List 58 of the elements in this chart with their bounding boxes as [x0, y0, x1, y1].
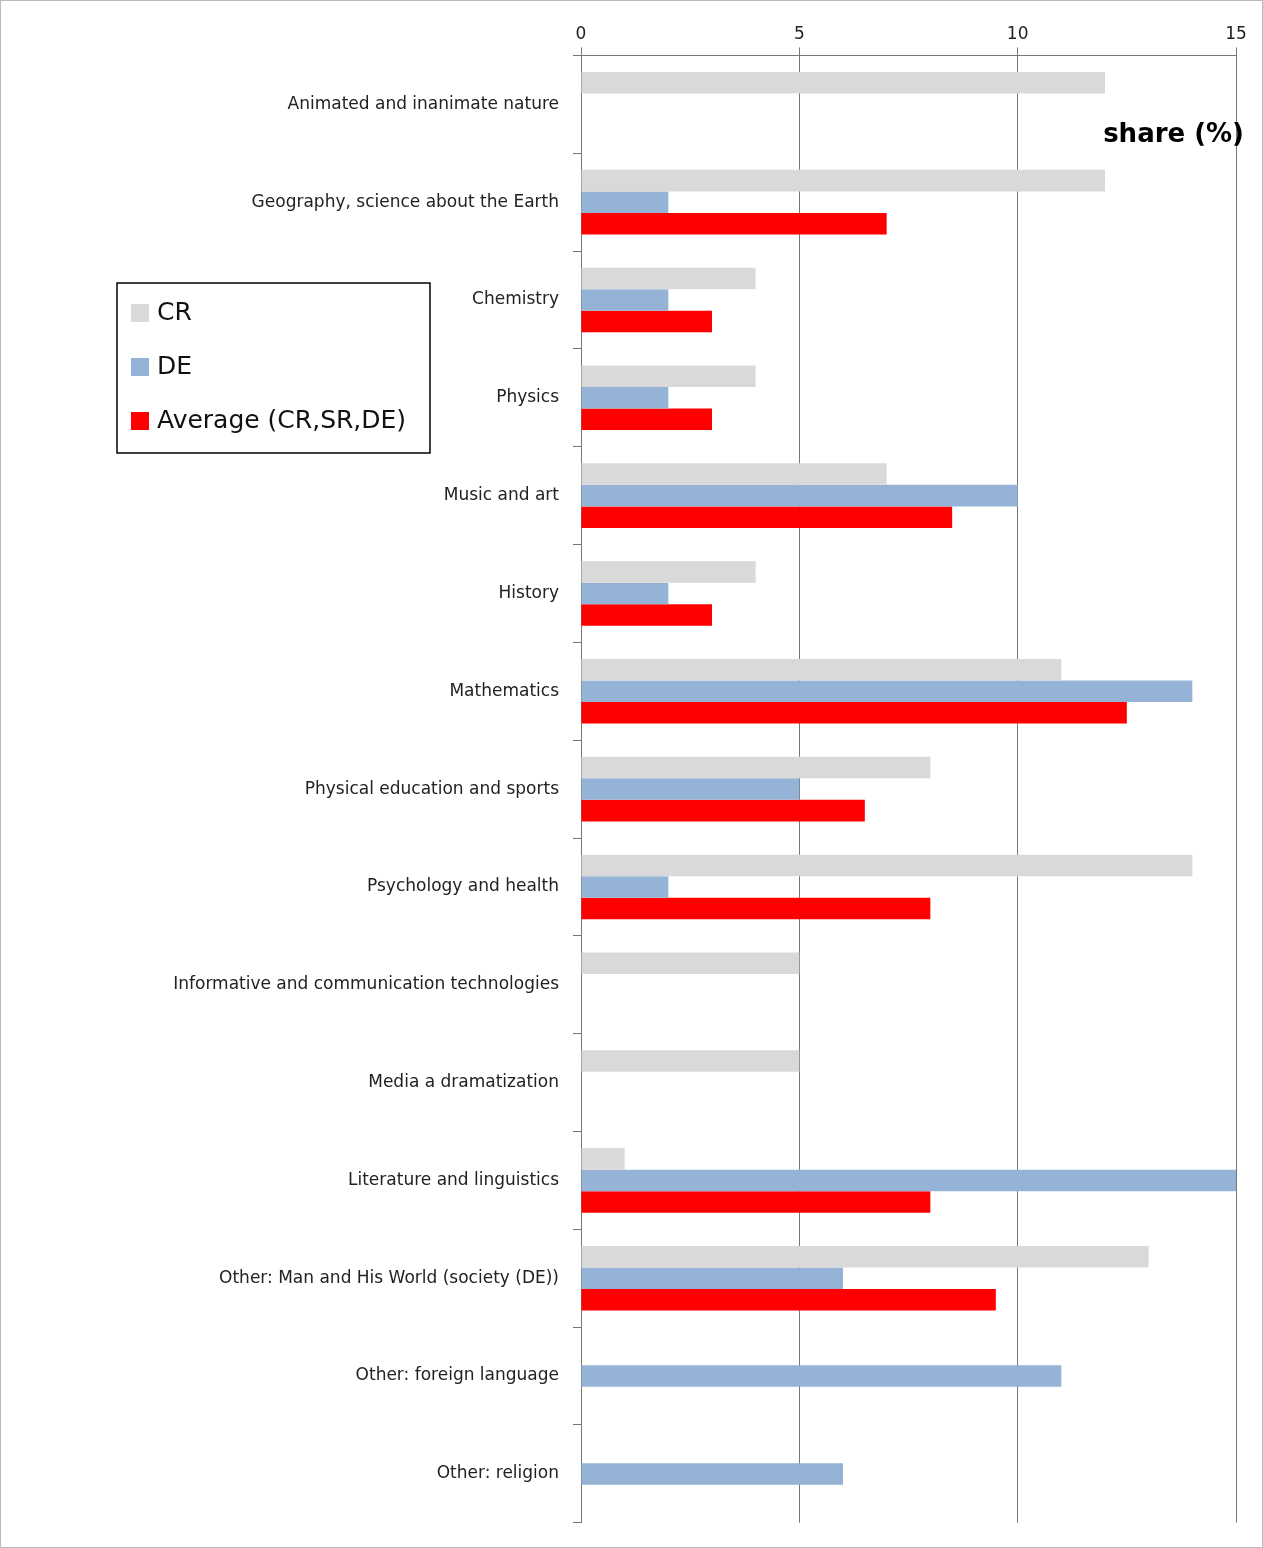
x-tick-label: 15 [1225, 22, 1247, 43]
y-tick-label: Geography, science about the Earth [251, 190, 559, 211]
bar [581, 267, 756, 290]
bar [581, 680, 1193, 703]
bar [581, 289, 669, 311]
bar [581, 778, 800, 800]
y-tick-label: History [498, 581, 559, 602]
bar [581, 702, 1127, 724]
y-tick-label: Psychology and health [367, 875, 559, 896]
bar [581, 1288, 996, 1311]
bar [581, 561, 756, 583]
y-tick-label: Physical education and sports [304, 777, 560, 798]
bar [581, 1191, 931, 1213]
bar [581, 310, 712, 333]
bar [581, 1245, 1149, 1268]
bar [581, 387, 669, 409]
x-tick-label: 5 [793, 22, 805, 43]
bar [581, 1050, 800, 1072]
bar [581, 876, 669, 898]
bar [581, 506, 953, 528]
bar [581, 854, 1193, 877]
y-tick-label: Chemistry [472, 288, 559, 309]
y-tick-label: Physics [496, 386, 560, 407]
bar [581, 1169, 1236, 1192]
bar [581, 191, 669, 213]
bar [581, 212, 887, 235]
bar [581, 463, 887, 485]
bar [581, 604, 712, 626]
bar [581, 365, 756, 388]
bar [581, 1148, 625, 1170]
bar [581, 1267, 843, 1289]
y-tick-label: Mathematics [449, 679, 560, 700]
bar [581, 1463, 843, 1485]
bar [581, 952, 800, 974]
legend-label: CR [157, 296, 192, 326]
x-tick-label: 10 [1006, 22, 1029, 43]
bar [581, 169, 1105, 192]
y-tick-label: Informative and communication technologies [173, 973, 560, 994]
bar [581, 582, 669, 605]
bar [581, 408, 712, 431]
bar [581, 658, 1062, 681]
bar [581, 72, 1105, 94]
x-axis-title: share (%) [1103, 118, 1244, 149]
bar [581, 1365, 1062, 1387]
y-tick-label: Animated and inanimate nature [287, 92, 559, 113]
bar [581, 799, 865, 822]
legend-label: Average (CR,SR,DE) [157, 404, 407, 434]
y-tick-label: Other: Man and His World (society (DE)) [219, 1266, 559, 1287]
bar [581, 756, 931, 779]
legend-label: DE [157, 350, 193, 380]
y-tick-label: Music and art [443, 484, 560, 505]
y-tick-label: Other: religion [436, 1462, 559, 1483]
y-tick-label: Other: foreign language [355, 1364, 559, 1385]
y-tick-label: Literature and linguistics [348, 1168, 560, 1189]
bar [581, 484, 1018, 507]
x-tick-label: 0 [575, 22, 587, 43]
bar [581, 897, 931, 920]
y-tick-label: Media a dramatization [368, 1071, 559, 1091]
